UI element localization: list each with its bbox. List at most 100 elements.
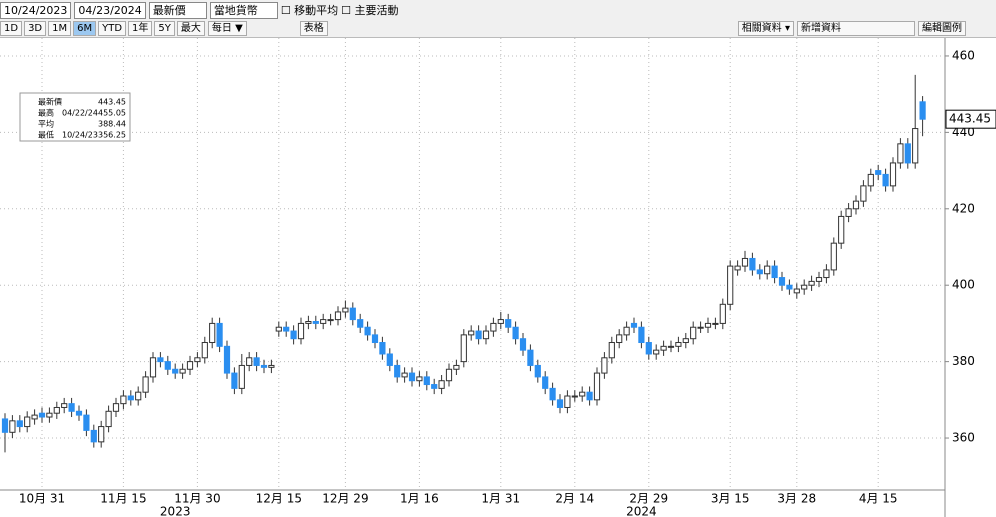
y-tick-label: 400 (952, 278, 975, 292)
related-button[interactable]: 相關資料 ▾ (737, 21, 794, 36)
candle-body (431, 384, 438, 389)
x-tick-label: 2月 29 (629, 492, 668, 506)
candle-body (24, 416, 31, 428)
start-date[interactable]: 10/24/2023 (0, 1, 72, 19)
range-button[interactable]: 1D (0, 21, 23, 36)
candle-body (357, 319, 364, 328)
candle-body (1, 418, 9, 433)
candle-body (497, 319, 504, 324)
range-button[interactable]: 5Y (154, 21, 175, 36)
candle-body (512, 326, 519, 340)
add-data[interactable]: 新增資料 (797, 21, 915, 36)
candle-body (135, 391, 142, 401)
range-button[interactable]: 1M (48, 21, 72, 36)
candle-body (283, 326, 290, 332)
candle-body (320, 319, 327, 324)
candle-body (860, 185, 867, 202)
candle-body (764, 265, 771, 275)
x-tick-label: 12月 15 (256, 492, 302, 506)
range-button[interactable]: 最大 (176, 21, 205, 36)
candle-body (186, 361, 194, 370)
year-label: 2023 (160, 505, 191, 517)
legend-date: 04/22/24 (62, 109, 98, 118)
candle-body (238, 364, 245, 389)
candle-body (690, 326, 697, 340)
x-tick-label: 4月 15 (859, 492, 898, 506)
candle-body (653, 349, 660, 355)
y-tick-label: 460 (952, 48, 975, 62)
candle-body (149, 357, 157, 378)
candle-body (845, 208, 852, 217)
x-tick-label: 12月 29 (322, 492, 368, 506)
candle-body (741, 257, 749, 267)
candle-body (830, 242, 837, 271)
candle-body (505, 319, 512, 328)
candle-body (120, 395, 127, 405)
candle-body (601, 357, 608, 374)
candle-body (778, 277, 786, 286)
candle-body (445, 368, 453, 382)
legend-value: 455.05 (98, 109, 126, 118)
range-button[interactable]: 1年 (128, 21, 153, 36)
candle-body (808, 280, 815, 286)
candle-body (867, 173, 874, 187)
candle-body (904, 143, 911, 164)
candle-body (712, 322, 719, 325)
table-button[interactable]: 表格 (299, 21, 328, 36)
range-button[interactable]: YTD (98, 21, 127, 36)
events-toggle[interactable]: ☐ 主要活動 (341, 4, 399, 17)
range-button[interactable]: 3D (24, 21, 47, 36)
candle-body (98, 426, 105, 443)
end-date[interactable]: 04/23/2024 (74, 1, 146, 19)
candle-body (719, 303, 726, 324)
candle-body (16, 420, 23, 428)
candle-body (268, 364, 275, 368)
candle-body (475, 330, 482, 340)
candle-body (667, 345, 675, 348)
candle-body (571, 395, 578, 398)
candle-body (438, 380, 445, 389)
last-price-box (945, 109, 996, 129)
edit-legend[interactable]: 編輯圖例 (918, 21, 966, 36)
candle-body (231, 372, 238, 389)
candle-body (172, 368, 179, 374)
candle-body (875, 170, 882, 175)
field-select[interactable]: 最新價 (148, 1, 207, 19)
range-button[interactable]: 6M (73, 21, 97, 36)
y-tick-label: 360 (952, 431, 975, 445)
candle-body (549, 387, 556, 401)
legend-value: 388.44 (98, 120, 126, 129)
candle-body (142, 376, 149, 393)
candle-body (201, 342, 208, 359)
candle-body (608, 342, 615, 359)
ma-toggle[interactable]: ☐ 移動平均 (280, 4, 339, 17)
candle-body (75, 410, 83, 416)
candle-body (401, 372, 408, 378)
candle-body (46, 412, 53, 418)
candle-body (416, 376, 423, 382)
candle-body (453, 364, 460, 370)
toolbar-bottom: 1D 3D 1M 6M YTD 1年 5Y 最大 每日 ▼ 表格 相關資料 ▾ 新增資料 編輯… (0, 20, 996, 38)
candle-body (490, 322, 497, 332)
currency-select[interactable]: 當地貨幣 (209, 1, 278, 19)
candle-body (823, 269, 830, 279)
candle-body (386, 353, 393, 366)
candle-body (697, 326, 704, 329)
year-label: 2024 (626, 505, 657, 517)
candle-body (423, 376, 430, 386)
candle-body (394, 364, 401, 378)
legend-label: 平均 (38, 119, 54, 129)
candle-body (593, 372, 601, 401)
candle-body (164, 361, 171, 370)
candle-body (61, 403, 68, 408)
toolbar-top: 10/24/2023 04/23/2024 最新價 當地貨幣 ☐ 移動平均 ☐ … (0, 0, 996, 20)
candle-body (290, 330, 297, 340)
candle-body (297, 322, 305, 340)
candle-body (912, 128, 919, 164)
y-tick-label: 420 (952, 201, 975, 215)
legend-value: 356.25 (98, 131, 126, 140)
frequency[interactable]: 每日 ▼ (207, 21, 247, 36)
candle-body (38, 412, 46, 418)
legend-label: 最高 (38, 108, 54, 118)
